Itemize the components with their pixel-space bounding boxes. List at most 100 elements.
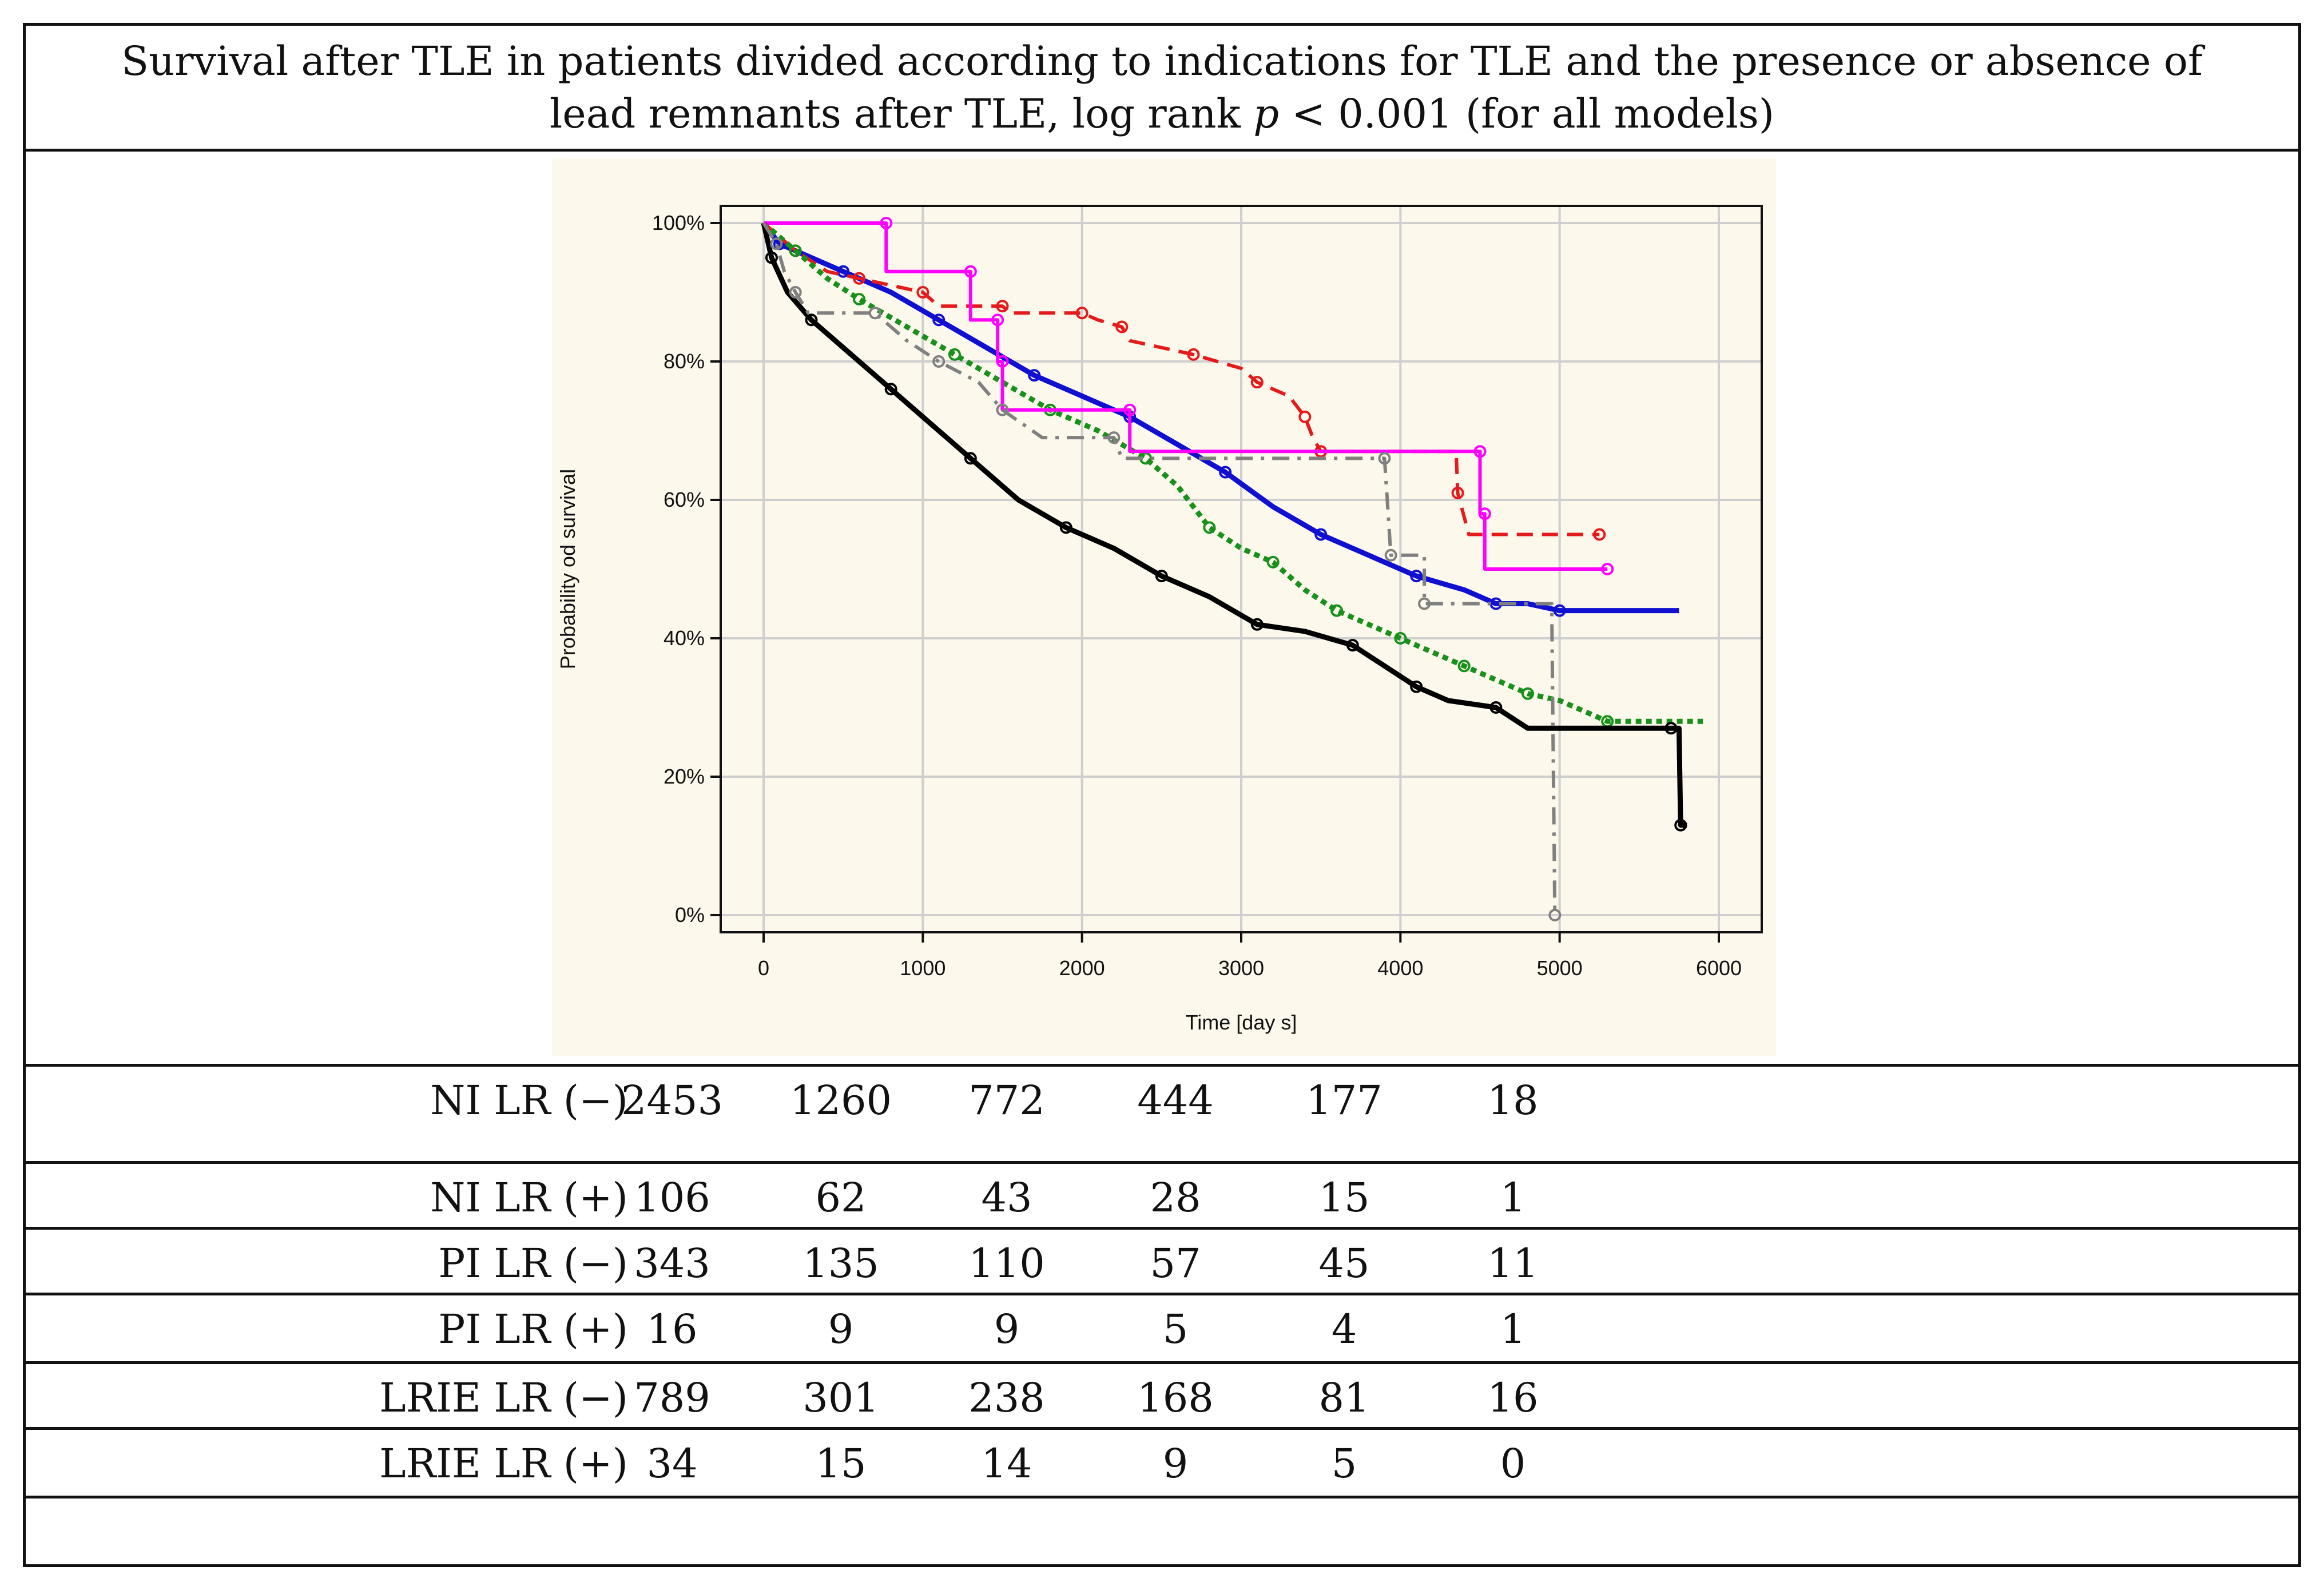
risk-value-cell: 9 bbox=[828, 1306, 854, 1353]
risk-value-cell: 301 bbox=[803, 1374, 879, 1421]
risk-value-cell: 1260 bbox=[789, 1077, 892, 1124]
series-marker-4-11 bbox=[1155, 570, 1168, 583]
series-marker-2-5 bbox=[948, 348, 961, 361]
risk-value-cell: 9 bbox=[994, 1306, 1020, 1353]
risk-value-cell: 5 bbox=[1162, 1306, 1189, 1353]
series-marker-3-1 bbox=[880, 217, 893, 229]
risk-value-cell: 110 bbox=[968, 1240, 1045, 1287]
risk-value-cell: 15 bbox=[1318, 1174, 1370, 1221]
risk-value-cell: 43 bbox=[981, 1174, 1032, 1221]
series-marker-5-7 bbox=[932, 355, 946, 368]
series-marker-5-15 bbox=[1384, 548, 1397, 562]
series-marker-3-15 bbox=[1601, 563, 1614, 575]
risk-value-cell: 789 bbox=[634, 1374, 710, 1421]
series-marker-1-7 bbox=[996, 300, 1009, 313]
series-marker-5-17 bbox=[1418, 597, 1431, 610]
risk-value-cell: 57 bbox=[1150, 1240, 1201, 1287]
survival-chart: 0 1000 2000 3000 4000 5000 6000 0% 20% 40% 60% 80% 1… bbox=[556, 205, 1763, 1034]
risk-value-cell: 81 bbox=[1318, 1374, 1370, 1421]
risk-row-label: NI LR (−) bbox=[430, 1077, 628, 1124]
series-marker-3-9 bbox=[1123, 403, 1137, 416]
title-line-1: Survival after TLE in patients divided a… bbox=[121, 37, 2203, 85]
series-marker-1-17 bbox=[1298, 410, 1312, 423]
chart-row: 0 1000 2000 3000 4000 5000 6000 0% 20% 40% 60% 80% 1… bbox=[26, 152, 2298, 1067]
risk-value-cell: 168 bbox=[1137, 1374, 1214, 1421]
series-line-lrie-lr- bbox=[761, 222, 1687, 828]
risk-value-cell: 9 bbox=[1162, 1440, 1189, 1487]
y-tick-label-0: 0% bbox=[675, 903, 705, 927]
series-marker-3-11 bbox=[1473, 445, 1487, 458]
x-tick-label-1: 1000 bbox=[900, 956, 946, 980]
risk-value-cell: 28 bbox=[1150, 1174, 1201, 1221]
series-marker-5-13 bbox=[1378, 452, 1391, 465]
series-marker-5-1 bbox=[770, 237, 783, 251]
series-marker-4-13 bbox=[1250, 618, 1264, 631]
risk-value-cell: 18 bbox=[1487, 1077, 1539, 1124]
series-marker-4-17 bbox=[1410, 680, 1423, 693]
risk-value-cell: 772 bbox=[968, 1077, 1045, 1124]
series-marker-0-15 bbox=[1410, 570, 1423, 583]
series-marker-5-3 bbox=[789, 286, 802, 299]
series-marker-4-7 bbox=[964, 452, 977, 465]
risk-table-row: LRIE LR (−) 789 301 238 168 81 16 bbox=[26, 1364, 2298, 1430]
risk-row-label: PI LR (+) bbox=[438, 1306, 628, 1353]
series-line-pi-lr- bbox=[762, 221, 1703, 724]
risk-value-cell: 16 bbox=[1487, 1374, 1539, 1421]
risk-row-label: LRIE LR (+) bbox=[379, 1440, 628, 1487]
series-marker-0-19 bbox=[1553, 604, 1566, 617]
x-tick-label-6: 6000 bbox=[1696, 956, 1742, 980]
risk-row-label: PI LR (−) bbox=[438, 1240, 628, 1287]
series-marker-4-5 bbox=[884, 383, 897, 396]
y-tick-label-3: 60% bbox=[664, 488, 705, 511]
x-tick-label-0: 0 bbox=[758, 956, 769, 980]
series-marker-5-5 bbox=[868, 307, 881, 320]
series-marker-1-5 bbox=[916, 286, 929, 299]
risk-value-cell: 343 bbox=[634, 1240, 710, 1287]
x-axis-label: Time [day s] bbox=[1186, 1011, 1297, 1034]
title-line-2-suffix: < 0.001 (for all models) bbox=[1279, 90, 1775, 137]
x-tick-label-4: 4000 bbox=[1377, 956, 1423, 980]
series-marker-3-13 bbox=[1478, 507, 1491, 520]
series-marker-2-15 bbox=[1330, 604, 1343, 617]
y-tick-label-2: 40% bbox=[664, 626, 705, 650]
series-marker-4-15 bbox=[1346, 639, 1359, 652]
series-marker-2-21 bbox=[1521, 687, 1534, 700]
x-tick-label-5: 5000 bbox=[1537, 956, 1583, 980]
series-marker-1-9 bbox=[1075, 307, 1088, 320]
risk-value-cell: 14 bbox=[981, 1440, 1032, 1487]
series-marker-3-7 bbox=[996, 355, 1009, 368]
title-line-2-prefix: lead remnants after TLE, log rank bbox=[549, 90, 1254, 137]
series-marker-2-13 bbox=[1266, 555, 1280, 569]
risk-row-label: NI LR (+) bbox=[430, 1174, 628, 1221]
risk-value-cell: 15 bbox=[815, 1440, 867, 1487]
risk-table-empty-row bbox=[26, 1498, 2298, 1564]
risk-table-row: NI LR (−) 2453 1260 772 444 177 18 bbox=[26, 1067, 2298, 1164]
series-line-pi-lr- bbox=[764, 221, 1608, 571]
risk-value-cell: 0 bbox=[1500, 1440, 1526, 1487]
figure-frame: Survival after TLE in patients divided a… bbox=[23, 23, 2301, 1567]
risk-value-cell: 11 bbox=[1487, 1240, 1539, 1287]
risk-value-cell: 1 bbox=[1500, 1306, 1526, 1353]
series-marker-0-7 bbox=[1028, 369, 1041, 382]
series-marker-2-3 bbox=[853, 293, 865, 306]
chart-background bbox=[552, 158, 1776, 1056]
series-marker-3-3 bbox=[964, 265, 977, 278]
risk-value-cell: 1 bbox=[1500, 1174, 1526, 1221]
series-marker-0-13 bbox=[1314, 528, 1328, 541]
series-marker-5-19 bbox=[1548, 909, 1562, 921]
risk-value-cell: 16 bbox=[646, 1306, 698, 1353]
risk-value-cell: 444 bbox=[1137, 1077, 1214, 1124]
figure-title: Survival after TLE in patients divided a… bbox=[26, 26, 2298, 152]
series-marker-1-21 bbox=[1451, 486, 1464, 499]
risk-value-cell: 106 bbox=[634, 1174, 710, 1221]
series-marker-4-21 bbox=[1664, 722, 1678, 735]
series-marker-1-15 bbox=[1250, 376, 1264, 389]
series-marker-4-23 bbox=[1674, 818, 1687, 832]
y-tick-label-1: 20% bbox=[664, 765, 705, 788]
risk-table-row: PI LR (+) 16 9 9 5 4 1 bbox=[26, 1295, 2298, 1364]
title-line-2: lead remnants after TLE, log rank p < 0.… bbox=[550, 88, 1774, 140]
risk-value-cell: 34 bbox=[646, 1440, 698, 1487]
title-p-symbol: p bbox=[1253, 90, 1280, 137]
x-tick-label-2: 2000 bbox=[1059, 956, 1105, 980]
risk-value-cell: 45 bbox=[1318, 1240, 1370, 1287]
